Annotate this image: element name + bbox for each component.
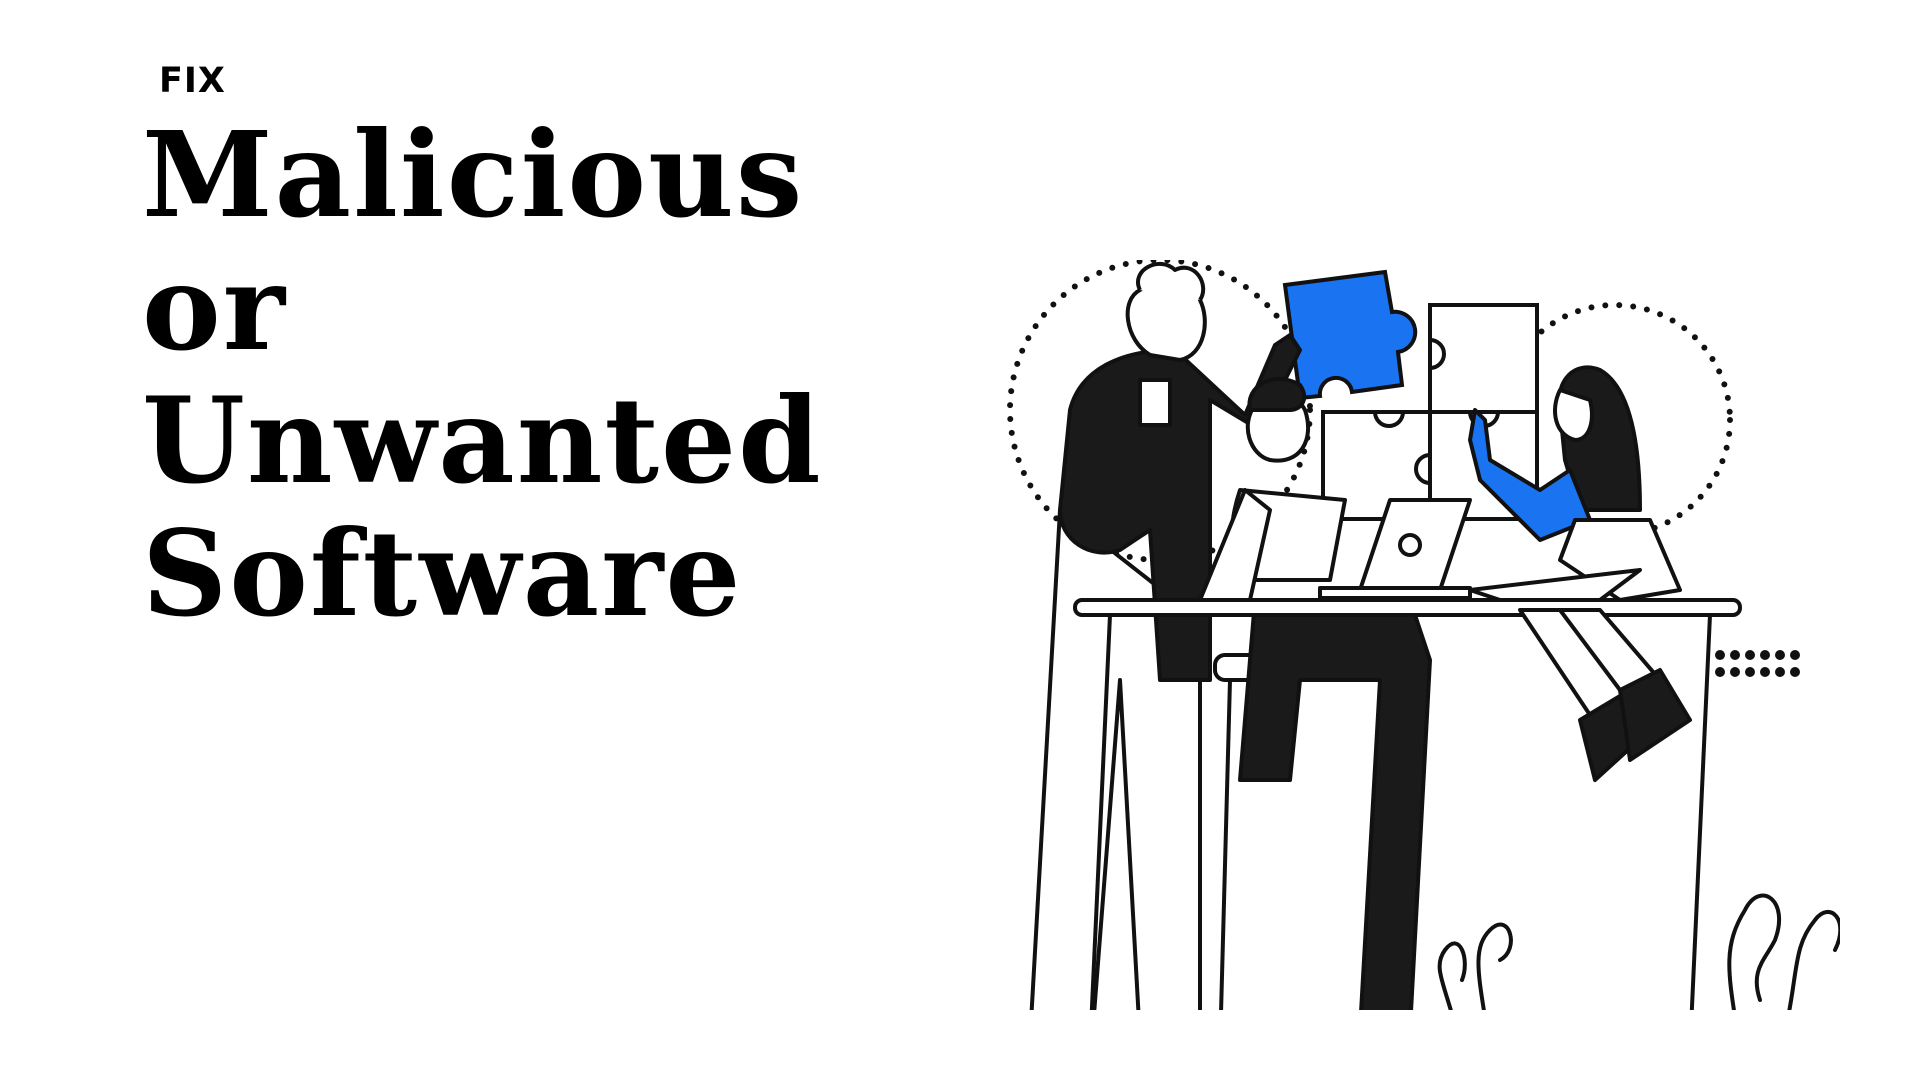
headline-line-1: Malicious	[142, 105, 805, 244]
headline-line-2: or	[142, 238, 287, 377]
headline-line-4: Software	[142, 504, 743, 643]
blue-puzzle-piece	[1282, 269, 1418, 401]
dot-grid	[1715, 650, 1800, 677]
headline-line-3: Unwanted	[142, 371, 823, 510]
plants	[1437, 893, 1840, 1010]
standing-man	[1029, 262, 1302, 1010]
headline: Malicious or Unwanted Software	[142, 108, 823, 640]
sitting-woman	[1468, 365, 1692, 782]
eyebrow-label: FIX	[159, 61, 226, 101]
laptop-icon	[1318, 498, 1472, 600]
sitting-man	[1198, 377, 1432, 1010]
team-puzzle-illustration	[1000, 260, 1840, 1010]
illustration-svg	[1007, 260, 1840, 1010]
